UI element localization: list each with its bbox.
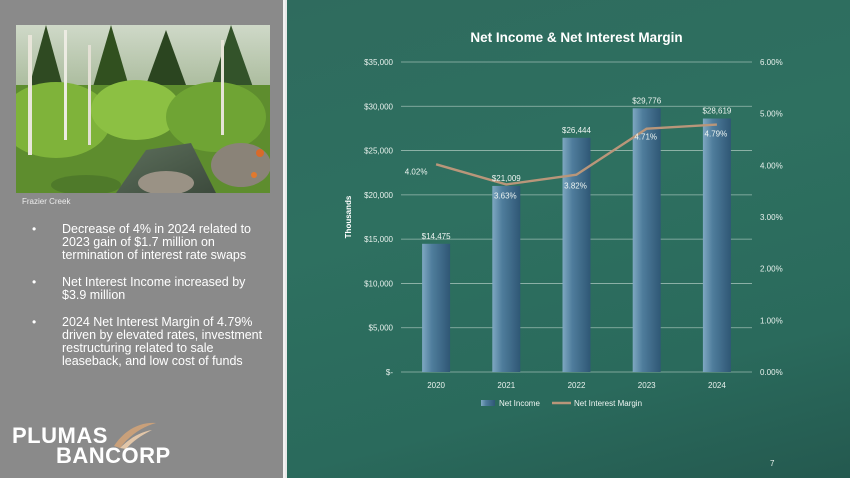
- net-income-bar: [562, 137, 591, 372]
- legend-label-net-interest-margin: Net Interest Margin: [574, 399, 642, 408]
- swoosh-icon: [114, 422, 156, 449]
- x-tick-label: 2022: [568, 381, 586, 390]
- net-income-bar: [702, 118, 731, 372]
- net-income-bar: [632, 108, 661, 372]
- net-income-data-label: $26,444: [562, 126, 591, 135]
- x-tick-label: 2020: [427, 381, 445, 390]
- net-interest-margin-data-label: 4.02%: [405, 167, 428, 176]
- logo-text-bancorp: BANCORP: [56, 443, 171, 468]
- net-income-data-label: $14,475: [422, 232, 451, 241]
- y2-tick-label: 3.00%: [760, 213, 783, 222]
- page-number: 7: [770, 459, 775, 468]
- y-tick-label: $35,000: [364, 58, 393, 67]
- creek-photo: [16, 25, 270, 193]
- net-interest-margin-data-label: 3.63%: [494, 191, 517, 200]
- net-income-data-label: $28,619: [702, 107, 731, 116]
- x-tick-label: 2023: [638, 381, 656, 390]
- bullet-item: Decrease of 4% in 2024 related to 2023 g…: [32, 223, 272, 262]
- net-interest-margin-data-label: 4.79%: [705, 130, 728, 139]
- bullet-item: 2024 Net Interest Margin of 4.79% driven…: [32, 316, 272, 368]
- y-tick-label: $10,000: [364, 279, 393, 288]
- y2-tick-label: 0.00%: [760, 368, 783, 377]
- y-tick-label: $-: [386, 368, 393, 377]
- y2-tick-label: 1.00%: [760, 316, 783, 325]
- bullet-list: Decrease of 4% in 2024 related to 2023 g…: [32, 223, 272, 382]
- photo-caption: Frazier Creek: [22, 197, 71, 206]
- y-tick-label: $15,000: [364, 235, 393, 244]
- chart-title: Net Income & Net Interest Margin: [470, 30, 682, 45]
- x-tick-label: 2021: [497, 381, 515, 390]
- plumas-bancorp-logo: PLUMAS BANCORP: [12, 420, 187, 468]
- net-income-chart: $14,475 $21,009 $26,444 $29,776 $28,619 4.02%…: [344, 30, 783, 408]
- net-income-bar: [422, 243, 451, 372]
- y-axis-label: Thousands: [344, 195, 353, 238]
- panel-divider: [285, 0, 287, 478]
- bullet-item: Net Interest Income increased by $3.9 mi…: [32, 276, 272, 302]
- net-income-bar: [492, 185, 521, 372]
- y2-tick-label: 2.00%: [760, 265, 783, 274]
- y-tick-label: $30,000: [364, 102, 393, 111]
- left-panel: Frazier Creek Decrease of 4% in 2024 rel…: [0, 0, 283, 478]
- net-income-data-label: $21,009: [492, 174, 521, 183]
- x-tick-label: 2024: [708, 381, 726, 390]
- y-tick-label: $25,000: [364, 147, 393, 156]
- legend-swatch-net-income: [481, 400, 495, 406]
- net-interest-margin-data-label: 3.82%: [564, 182, 587, 191]
- net-income-data-label: $29,776: [632, 96, 661, 105]
- y-tick-label: $5,000: [369, 324, 394, 333]
- y2-tick-label: 4.00%: [760, 161, 783, 170]
- y2-tick-label: 5.00%: [760, 110, 783, 119]
- net-interest-margin-data-label: 4.71%: [634, 133, 657, 142]
- y-tick-label: $20,000: [364, 191, 393, 200]
- y2-tick-label: 6.00%: [760, 58, 783, 67]
- chart-panel: $14,475 $21,009 $26,444 $29,776 $28,619 4.02%…: [287, 0, 850, 478]
- logo-text-plumas: PLUMAS: [12, 423, 108, 448]
- legend-label-net-income: Net Income: [499, 399, 540, 408]
